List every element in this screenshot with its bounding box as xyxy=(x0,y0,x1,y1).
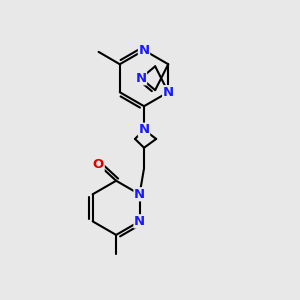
Text: N: N xyxy=(139,123,150,136)
Text: N: N xyxy=(134,188,145,201)
Text: N: N xyxy=(135,72,146,85)
Text: N: N xyxy=(134,215,145,228)
Text: N: N xyxy=(163,86,174,99)
Text: N: N xyxy=(139,44,150,57)
Text: O: O xyxy=(93,158,104,171)
